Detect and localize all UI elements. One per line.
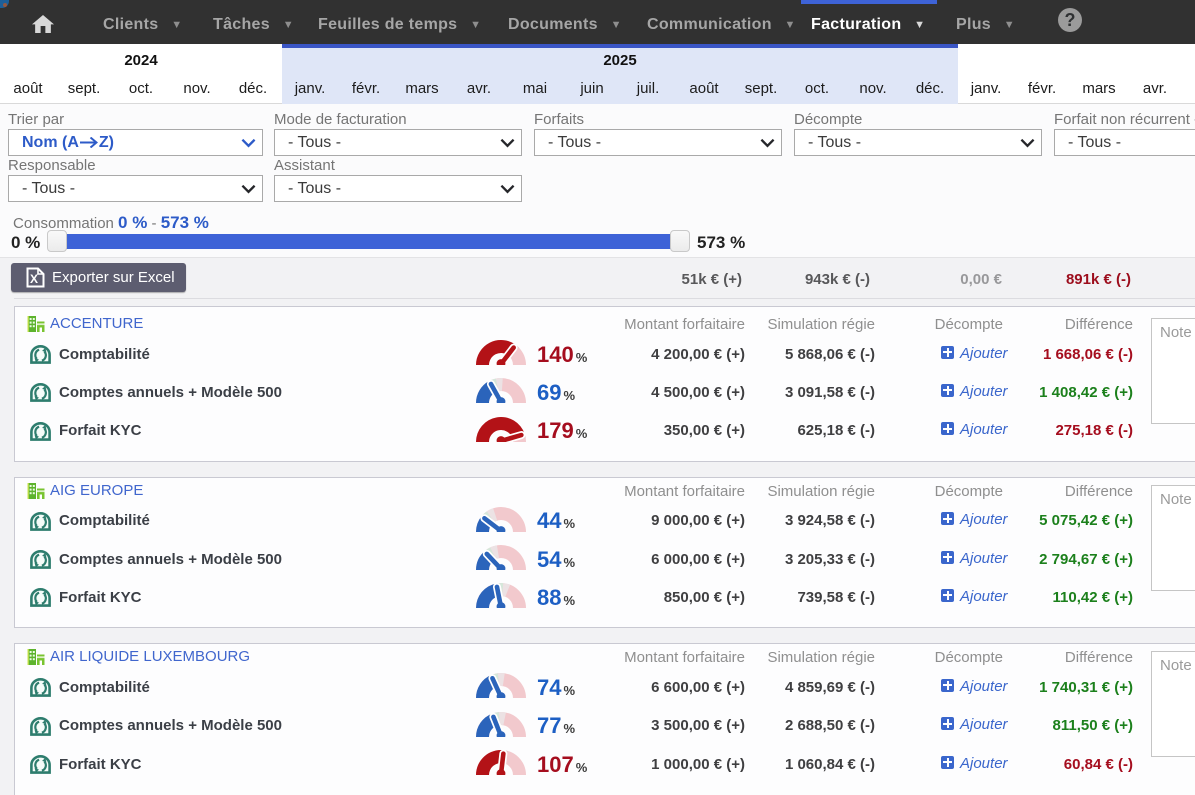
svg-text:X: X <box>30 272 38 286</box>
